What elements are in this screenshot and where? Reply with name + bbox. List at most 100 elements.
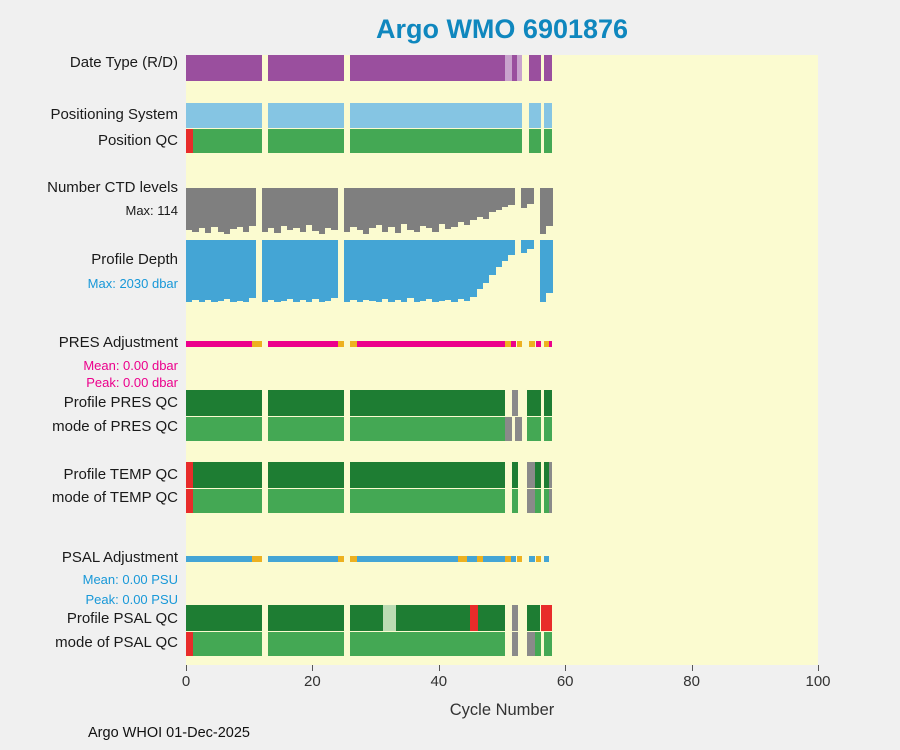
- ctd_levels-bar: [508, 188, 515, 205]
- psal_adjustment-segment: [186, 556, 253, 562]
- row-label: Peak: 0.00 dbar: [86, 375, 178, 390]
- ctd_levels-bar: [344, 188, 351, 233]
- profile_depth-bar: [502, 240, 509, 262]
- profile_psal_qc-segment: [268, 605, 344, 631]
- row-label: Date Type (R/D): [69, 54, 178, 71]
- ctd_levels-bar: [287, 188, 294, 230]
- profile_psal_qc-segment: [477, 605, 506, 631]
- pres_adjustment-segment: [543, 341, 549, 347]
- profile_psal_qc-segment: [512, 605, 519, 631]
- positioning_system-segment: [350, 103, 523, 128]
- track-mode_temp_qc: [186, 489, 818, 513]
- ctd_levels-bar: [249, 188, 256, 226]
- mode_psal_qc-segment: [534, 632, 542, 656]
- ctd_levels-bar: [489, 188, 496, 213]
- footer-credit: Argo WHOI 01-Dec-2025: [88, 725, 250, 741]
- profile_depth-bar: [211, 240, 218, 302]
- mode_pres_qc-segment: [186, 417, 262, 441]
- profile_temp_qc-segment: [534, 462, 542, 488]
- ctd_levels-bar: [445, 188, 452, 230]
- ctd_levels-bar: [186, 188, 193, 231]
- track-position_qc: [186, 129, 818, 153]
- ctd_levels-bar: [236, 188, 243, 228]
- ctd_levels-bar: [299, 188, 307, 233]
- track-psal_adjustment: [186, 556, 818, 562]
- ctd_levels-bar: [407, 188, 414, 230]
- profile_pres_qc-segment: [268, 390, 344, 416]
- profile_depth-bar: [362, 240, 370, 300]
- row-label: Profile PSAL QC: [66, 610, 178, 627]
- chart-title: Argo WMO 6901876: [375, 14, 629, 44]
- profile_depth-bar: [495, 240, 502, 268]
- profile_psal_qc-segment: [541, 605, 552, 631]
- ctd_levels-bar: [381, 188, 389, 232]
- profile_depth-bar: [318, 240, 326, 302]
- row-label: Profile Depth: [91, 251, 178, 268]
- profile_depth-bar: [344, 240, 351, 302]
- x-tick-label: 100: [805, 673, 831, 690]
- profile_depth-bar: [356, 240, 363, 302]
- profile_temp_qc-segment: [512, 462, 519, 488]
- position_qc-segment: [350, 129, 523, 153]
- pres_adjustment-segment: [548, 341, 552, 347]
- profile_depth-bar: [293, 240, 300, 302]
- ctd_levels-bar: [230, 188, 237, 230]
- mode_temp_qc-segment: [512, 489, 519, 513]
- ctd_levels-bar: [457, 188, 465, 223]
- row-label: Mean: 0.00 PSU: [82, 572, 178, 587]
- position_qc-segment: [192, 129, 262, 153]
- ctd_levels-bar: [356, 188, 363, 231]
- ctd_levels-bar: [192, 188, 199, 233]
- date_type-segment: [350, 55, 506, 81]
- ctd_levels-bar: [527, 188, 534, 205]
- ctd_levels-bar: [502, 188, 509, 208]
- position_qc-segment: [543, 129, 552, 153]
- date_type-segment: [505, 55, 513, 81]
- ctd_levels-bar: [394, 188, 401, 234]
- x-tick-label: 80: [683, 673, 700, 690]
- position_qc-segment: [186, 129, 193, 153]
- ctd_levels-bar: [204, 188, 212, 234]
- profile_pres_qc-segment: [186, 390, 262, 416]
- pres_adjustment-segment: [350, 341, 357, 347]
- row-label: Positioning System: [50, 106, 178, 123]
- x-axis-label: Cycle Number: [449, 701, 555, 719]
- pres_adjustment-segment: [511, 341, 516, 347]
- x-tick-label: 60: [556, 673, 574, 690]
- x-tick-mark: [818, 665, 819, 671]
- x-tick-mark: [438, 665, 440, 671]
- ctd_levels-bar: [483, 188, 490, 220]
- mode_temp_qc-segment: [527, 489, 535, 513]
- psal_adjustment-segment: [350, 556, 357, 562]
- positioning_system-segment: [543, 103, 552, 128]
- mode_temp_qc-segment: [268, 489, 344, 513]
- row-label: Max: 2030 dbar: [87, 276, 178, 291]
- psal_adjustment-segment: [511, 556, 516, 562]
- date_type-segment: [528, 55, 542, 81]
- ctd_levels-bar: [400, 188, 408, 225]
- profile_pres_qc-segment: [512, 390, 519, 416]
- row-label: mode of PSAL QC: [55, 634, 178, 651]
- profile_depth-bar: [388, 240, 395, 302]
- profile_depth-bar: [192, 240, 199, 301]
- profile_depth-bar: [280, 240, 288, 302]
- profile_depth-bar: [331, 240, 338, 299]
- profile_depth-bar: [464, 240, 471, 301]
- ctd_levels-bar: [375, 188, 382, 226]
- ctd_levels-bar: [306, 188, 313, 226]
- profile_depth-bar: [438, 240, 446, 302]
- x-tick-label: 0: [181, 673, 191, 690]
- x-tick-mark: [565, 665, 567, 671]
- ctd_levels-bar: [432, 188, 439, 232]
- profile_depth-bar: [508, 240, 515, 256]
- pres_adjustment-segment: [186, 341, 253, 347]
- mode_temp_qc-segment: [534, 489, 542, 513]
- positioning_system-segment: [528, 103, 542, 128]
- pres_adjustment-segment: [505, 341, 512, 347]
- ctd_levels-bar: [274, 188, 281, 234]
- mode_psal_qc-segment: [512, 632, 519, 656]
- profile_psal_qc-segment: [527, 605, 540, 631]
- profile_depth-bar: [306, 240, 313, 302]
- profile_depth-bar: [268, 240, 275, 300]
